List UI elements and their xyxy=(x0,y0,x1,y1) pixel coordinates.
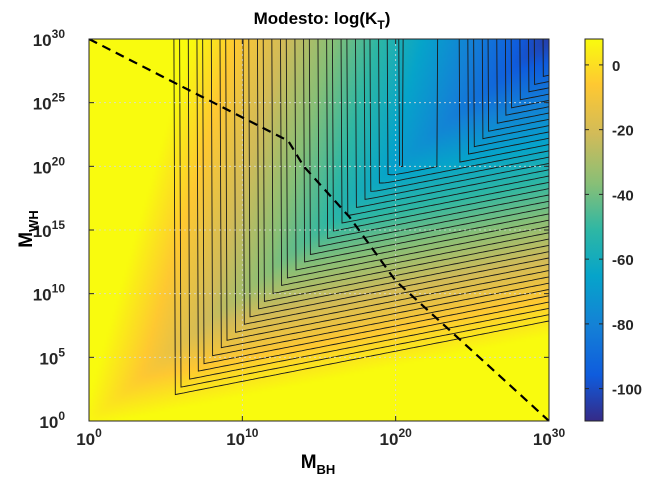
contour-line xyxy=(285,39,549,279)
contour-line xyxy=(308,39,549,256)
contour-line xyxy=(173,39,549,396)
contour-line xyxy=(386,39,549,176)
colorbar-gradient xyxy=(584,38,604,422)
x-axis-ticks: 100 1010 1020 1030 xyxy=(76,39,565,449)
contour-line xyxy=(326,39,549,240)
colorbar-ticks: 0 -20 -40 -60 -80 -100 xyxy=(585,58,642,399)
y-tick-label: 1030 xyxy=(33,27,66,50)
y-axis-ticks: 100 105 1010 1015 1020 1025 1030 xyxy=(33,27,549,432)
colorbar-tick-label: -20 xyxy=(612,123,634,140)
contour-line xyxy=(256,39,549,310)
colorbar-tick-label: -80 xyxy=(612,317,634,334)
chart-title: Modesto: log(KT) xyxy=(254,9,391,32)
contour-line xyxy=(378,39,549,184)
grid-lines xyxy=(89,39,549,421)
contour-line xyxy=(187,39,549,380)
contour-lines xyxy=(173,39,549,396)
colorbar-tick-label: -40 xyxy=(612,187,634,204)
boundary-dashed-line xyxy=(89,39,549,421)
contour-line xyxy=(242,39,549,325)
contour-line xyxy=(280,39,549,286)
contour-line xyxy=(317,39,549,248)
contour-line xyxy=(233,39,549,333)
x-tick-label: 1030 xyxy=(533,426,566,449)
contour-line xyxy=(219,39,549,349)
x-tick-label: 100 xyxy=(76,426,102,449)
contour-line xyxy=(196,39,549,372)
contour-line xyxy=(248,39,549,318)
y-tick-label: 100 xyxy=(39,409,65,432)
contour-line xyxy=(346,39,549,217)
y-tick-label: 1020 xyxy=(33,154,66,177)
contour-line xyxy=(355,39,549,208)
x-tick-label: 1010 xyxy=(226,426,259,449)
contour-line xyxy=(294,39,549,271)
contour-line xyxy=(271,39,549,294)
contour-line xyxy=(210,39,549,357)
contour-line xyxy=(398,39,549,167)
contour-line xyxy=(262,39,549,302)
colorbar: 0 -20 -40 -60 -80 -100 xyxy=(584,38,642,422)
y-axis-label: MWH xyxy=(16,210,41,248)
x-axis-label: MBH xyxy=(301,452,336,477)
x-tick-label: 1020 xyxy=(380,426,413,449)
contour-line xyxy=(340,39,549,224)
contour-line xyxy=(331,39,549,232)
contour-line xyxy=(363,39,549,200)
contour-line xyxy=(303,39,549,263)
y-tick-label: 1010 xyxy=(33,282,66,305)
colorbar-tick-label: -60 xyxy=(612,252,634,269)
contour-line xyxy=(225,39,549,341)
colorbar-tick-label: -100 xyxy=(612,382,642,399)
y-tick-label: 1015 xyxy=(33,218,66,241)
colorbar-tick-label: 0 xyxy=(612,58,620,75)
y-tick-label: 105 xyxy=(39,345,65,368)
y-tick-label: 1025 xyxy=(33,91,66,114)
contour-line xyxy=(179,39,549,388)
contour-line xyxy=(202,39,549,365)
contour-line xyxy=(369,39,549,192)
plot-area xyxy=(88,38,550,422)
